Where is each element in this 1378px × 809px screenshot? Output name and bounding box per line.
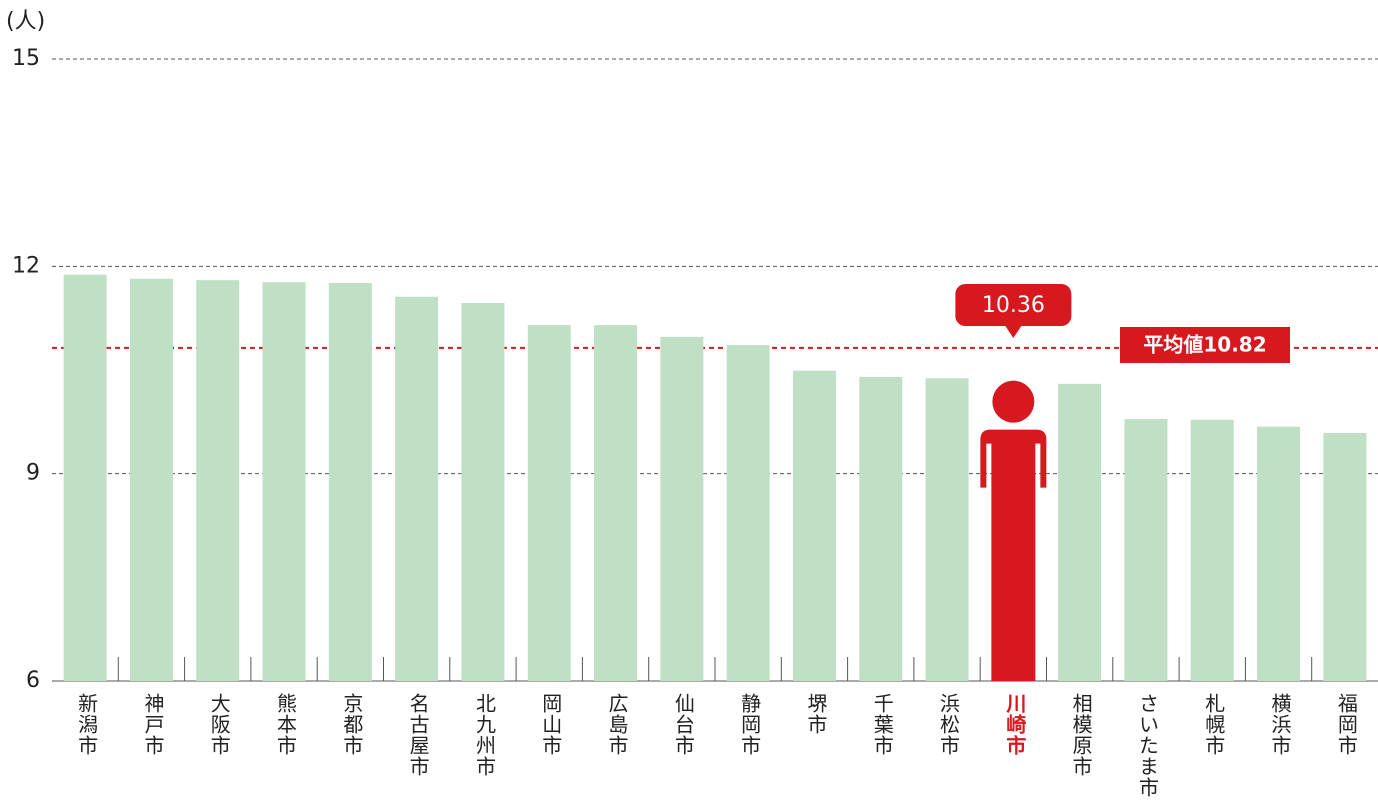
x-tick-label: 名古屋市 [406,693,430,777]
bar [263,282,306,681]
bar [528,325,571,681]
bar [196,280,239,681]
bar [1124,419,1167,681]
bar [660,337,703,681]
x-tick-label: 熊本市 [274,693,298,756]
bar [926,378,969,681]
bar [1058,384,1101,681]
x-tick-label: 川崎市 [1003,693,1027,756]
bar [130,279,173,681]
bar [859,377,902,681]
bar [727,345,770,681]
x-tick-label: 広島市 [605,693,629,756]
x-tick-label: 堺市 [804,693,828,735]
y-tick-label: 6 [26,668,40,693]
average-label: 平均値10.82 [1143,333,1266,357]
x-tick-label: 相模原市 [1069,693,1093,777]
x-tick-label: 大阪市 [207,693,231,756]
x-tick-label: さいたま市 [1135,693,1159,798]
x-tick-label: 岡山市 [539,693,563,756]
y-tick-label: 9 [26,461,40,486]
x-tick-label: 北九州市 [472,693,496,777]
bar [64,275,107,681]
value-label: 10.36 [982,293,1045,318]
y-tick-label: 15 [12,46,40,71]
x-tick-label: 札幌市 [1202,693,1226,756]
x-tick-label: 千葉市 [870,693,894,756]
bar [1323,433,1366,681]
bar [461,303,504,681]
x-tick-label: 新潟市 [75,693,99,756]
bar [1191,420,1234,681]
bar [594,325,637,681]
y-axis-unit: (人) [6,9,45,34]
chart: (人) 6 9 12 15 新潟市 神戸市 大阪市 熊本市 京都市 名古屋市 北九州市 岡山市 広島市 仙… [0,0,1378,809]
bar [395,297,438,681]
bar [329,283,372,681]
highlight-person-bar [980,381,1046,681]
bar [1257,427,1300,681]
x-tick-label: 福岡市 [1334,693,1358,756]
x-tick-label: 静岡市 [738,693,762,756]
y-tick-label: 12 [12,253,40,278]
x-tick-label: 仙台市 [671,693,695,756]
x-tick-label: 神戸市 [141,693,165,756]
x-tick-label: 横浜市 [1268,693,1292,756]
x-tick-label: 京都市 [340,693,364,756]
x-tick-label: 浜松市 [937,693,961,756]
bar [793,371,836,681]
